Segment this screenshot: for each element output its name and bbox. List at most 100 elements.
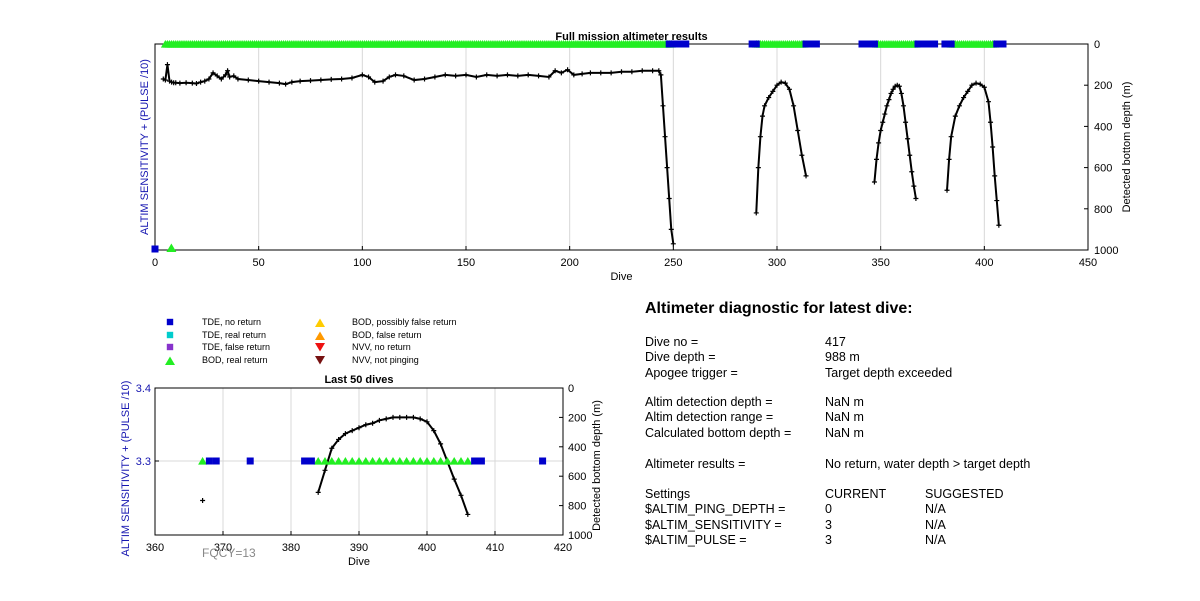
legend-label: BOD, possibly false return <box>352 317 457 327</box>
depth-point <box>463 72 469 78</box>
bod-real-return-marker <box>327 456 337 465</box>
legend-square-marker <box>166 331 174 338</box>
depth-point <box>473 74 479 80</box>
bod-real-return-marker <box>463 456 473 465</box>
depth-series-line <box>755 81 808 213</box>
depth-point <box>886 97 892 103</box>
depth-point <box>896 83 902 89</box>
depth-point <box>202 78 208 84</box>
depth-point <box>898 90 904 96</box>
depth-point <box>376 417 382 423</box>
diagnostic-label: Dive no = <box>645 335 699 349</box>
legend-marker-icon <box>315 343 325 352</box>
depth-point <box>308 78 313 84</box>
y-axis-label-left: ALTIM SENSITIVITY + (PULSE /10) <box>120 381 132 557</box>
depth-point <box>907 152 913 158</box>
depth-point <box>981 84 987 90</box>
diagnostic-row: Dive depth = 988 m <box>645 350 1185 365</box>
depth-point <box>795 128 801 134</box>
depth-point <box>946 156 952 162</box>
depth-point <box>878 128 884 134</box>
settings-header-row: Settings CURRENT SUGGESTED <box>645 487 1185 502</box>
diagnostic-title: Altimeter diagnostic for latest dive: <box>645 300 913 317</box>
depth-point <box>988 119 994 125</box>
y-axis-label-right: Detected bottom depth (m) <box>591 400 603 531</box>
setting-suggested: N/A <box>925 533 946 547</box>
depth-point <box>438 441 444 447</box>
x-tick-label: 200 <box>560 257 578 269</box>
setting-suggested: N/A <box>925 502 946 516</box>
depth-point <box>757 134 763 140</box>
fqcy-label: FQCY=13 <box>202 546 256 560</box>
legend-marker-icon <box>315 331 325 340</box>
depth-point <box>565 67 571 73</box>
y-tick-label: 800 <box>568 501 586 513</box>
diagnostic-row: Altimeter results = No return, water dept… <box>645 457 1185 472</box>
depth-point <box>198 79 204 85</box>
tde-no-return-marker <box>477 457 485 465</box>
tde-no-return-marker <box>301 457 309 465</box>
depth-point <box>276 80 282 86</box>
x-tick-label: 300 <box>768 257 786 269</box>
depth-point <box>799 152 805 158</box>
x-tick-label: 100 <box>353 257 371 269</box>
y-axis-label-left: ALTIM SENSITIVITY + (PULSE /10) <box>139 59 151 235</box>
depth-point <box>755 165 761 171</box>
depth-point <box>996 222 1002 228</box>
legend-square-marker <box>166 343 174 351</box>
legend-label: BOD, real return <box>202 354 268 365</box>
settings-header-current: CURRENT <box>825 487 887 501</box>
y-tick-label: 1000 <box>1094 245 1118 257</box>
bod-real-return-marker <box>313 456 323 465</box>
depth-point <box>965 88 971 94</box>
depth-point <box>525 72 531 78</box>
depth-series-line <box>162 64 675 244</box>
depth-point <box>359 72 365 78</box>
depth-point <box>422 76 428 82</box>
depth-point <box>558 70 564 76</box>
diagnostic-row: Altim detection range = NaN m <box>645 410 1185 425</box>
bod-real-return-marker <box>408 456 418 465</box>
depth-point <box>985 99 991 105</box>
depth-point <box>397 414 403 420</box>
legend-label: TDE, real return <box>202 329 267 340</box>
depth-point <box>245 77 251 83</box>
diagnostic-label: Altim detection range = <box>645 410 774 424</box>
depth-point <box>888 90 894 96</box>
depth-point <box>372 79 378 85</box>
depth-point <box>283 81 289 87</box>
depth-point <box>329 445 335 451</box>
depth-point <box>668 226 674 232</box>
depth-point <box>774 82 780 88</box>
depth-point <box>759 113 765 119</box>
bod-real-return-marker <box>361 456 371 465</box>
depth-point <box>608 70 614 76</box>
x-tick-label: 380 <box>282 542 300 554</box>
depth-point <box>973 80 979 86</box>
legend-triangle-marker <box>165 356 175 365</box>
x-axis-label: Dive <box>348 556 370 568</box>
depth-point <box>328 76 334 82</box>
x-tick-label: 390 <box>350 542 368 554</box>
depth-point <box>969 82 975 88</box>
depth-point <box>656 68 662 74</box>
x-tick-label: 410 <box>486 542 504 554</box>
depth-point <box>363 422 369 428</box>
depth-point <box>909 169 915 175</box>
depth-point <box>417 416 423 422</box>
depth-point <box>658 72 664 78</box>
depth-point <box>786 86 792 92</box>
y-tick-label: 400 <box>568 442 586 454</box>
depth-point <box>882 111 888 117</box>
y-tick-label: 600 <box>568 471 586 483</box>
tde-no-return-marker <box>947 40 955 48</box>
tde-no-return-marker <box>931 40 939 48</box>
bod-real-return-marker <box>347 456 357 465</box>
chart-title: Last 50 dives <box>324 374 393 386</box>
depth-point <box>342 431 348 437</box>
y-tick-label: 200 <box>1094 80 1112 92</box>
depth-point <box>778 79 784 85</box>
settings-header-suggested: SUGGESTED <box>925 487 1004 501</box>
tde-no-return-marker <box>246 457 254 465</box>
y-axis-label-right: Detected bottom depth (m) <box>1121 82 1133 213</box>
